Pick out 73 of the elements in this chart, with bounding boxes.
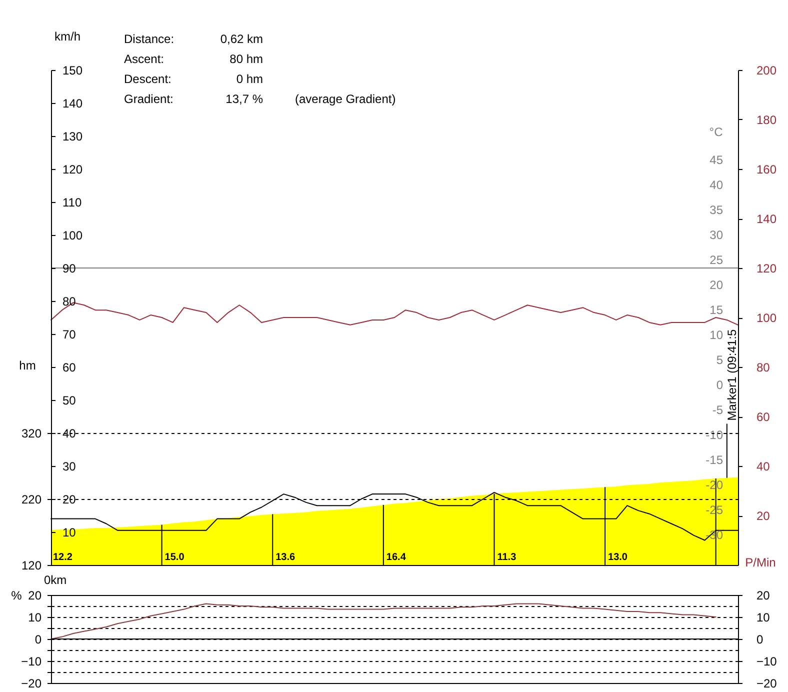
- annotation: 13,7 %: [226, 92, 264, 106]
- y2-tick-label: 100: [756, 311, 777, 325]
- y2-tick-label: 200: [756, 64, 777, 78]
- y3-tick-label: 140: [62, 96, 83, 110]
- text: 0km: [44, 573, 67, 587]
- text: 0,62 km: [220, 32, 263, 46]
- y-tick-label: 220: [21, 492, 42, 506]
- annotation: 16.4: [386, 552, 406, 563]
- y3-tick-label: 100: [62, 228, 83, 242]
- y3-tick-label: 70: [62, 328, 76, 342]
- y-tick-label: −20: [21, 676, 42, 690]
- annotation: Gradient:: [124, 92, 174, 106]
- annotation: 10: [710, 328, 724, 342]
- annotation: 30: [710, 228, 724, 242]
- y2-tick-label: 20: [756, 588, 770, 602]
- annotation: 15.0: [164, 552, 185, 563]
- y3-tick-label: 150: [62, 64, 83, 78]
- annotation: 25: [710, 253, 724, 267]
- y2-tick-label: 160: [756, 162, 777, 176]
- y3-tick-label: 110: [62, 196, 82, 210]
- y-tick-label: 0: [34, 632, 42, 646]
- text: Ascent:: [124, 52, 164, 66]
- annotation: 13.6: [276, 552, 296, 563]
- annotation: Descent:: [124, 72, 172, 86]
- y2-axis-title: P/Min: [745, 556, 776, 570]
- y3-tick-label: 50: [62, 394, 76, 408]
- y2-tick-label: 120: [756, 262, 777, 276]
- annotation: 5: [716, 353, 724, 367]
- y-tick-label: 10: [28, 610, 42, 624]
- text: Distance:: [124, 32, 174, 46]
- y3-tick-label: 20: [62, 492, 76, 506]
- y-tick-label: 120: [21, 558, 42, 572]
- y-tick-label: −10: [21, 654, 42, 668]
- y3-tick-label: 60: [62, 360, 76, 374]
- annotation: 13.0: [608, 552, 628, 563]
- annotation: 0 hm: [236, 72, 263, 86]
- annotation: °C: [709, 125, 724, 139]
- y2-tick-label: 60: [756, 410, 770, 424]
- line-series: [50, 603, 716, 640]
- y3-tick-label: 30: [62, 460, 76, 474]
- annotation: 40: [710, 178, 724, 192]
- annotation: Marker1 (09:41:5: [724, 329, 739, 421]
- annotation: 12.2: [53, 552, 73, 563]
- annotation: 11.3: [497, 552, 517, 563]
- annotation: -15: [706, 453, 724, 467]
- annotation: -5: [712, 403, 724, 417]
- y2-tick-label: 180: [756, 113, 777, 127]
- y3-tick-label: 10: [62, 526, 76, 540]
- y2-tick-label: 80: [756, 360, 770, 374]
- annotation: 20: [710, 278, 724, 292]
- annotation: -10: [706, 428, 724, 442]
- y-axis-title: hm: [19, 358, 36, 372]
- y-axis-title: %: [11, 588, 22, 602]
- y3-axis-title: km/h: [54, 30, 81, 44]
- y2-tick-label: −20: [756, 676, 778, 690]
- y2-tick-label: −10: [756, 654, 778, 668]
- y-tick-label: 20: [28, 588, 42, 602]
- annotation: 0: [716, 378, 724, 392]
- y2-tick-label: 140: [756, 212, 777, 226]
- annotation: 45: [710, 153, 724, 167]
- y2-tick-label: 20: [756, 509, 770, 523]
- text: 80 hm: [230, 52, 263, 66]
- annotation: 35: [710, 203, 724, 217]
- y3-tick-label: 120: [62, 162, 83, 176]
- y3-tick-label: 130: [62, 130, 83, 144]
- y2-tick-label: 0: [756, 632, 764, 646]
- y-tick-label: 320: [21, 426, 42, 440]
- y3-tick-label: 80: [62, 294, 76, 308]
- annotation: 15: [710, 303, 724, 317]
- y2-tick-label: 10: [756, 610, 770, 624]
- annotation: (average Gradient): [295, 92, 396, 106]
- y3-tick-label: 90: [62, 262, 76, 276]
- y2-tick-label: 40: [756, 460, 770, 474]
